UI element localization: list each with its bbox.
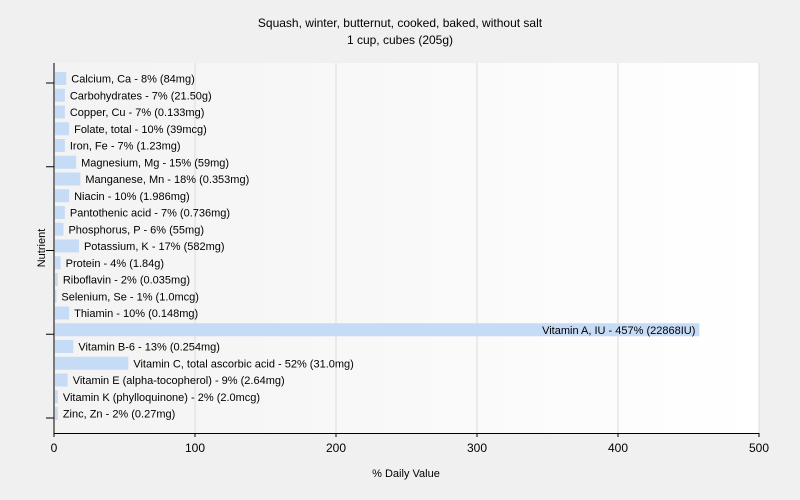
bar-label: Pantothenic acid - 7% (0.736mg) bbox=[70, 208, 230, 220]
bar-label: Vitamin A, IU - 457% (22868IU) bbox=[542, 325, 695, 337]
bar bbox=[55, 139, 65, 152]
bar bbox=[55, 306, 70, 320]
x-axis-label: % Daily Value bbox=[372, 468, 440, 480]
bar-label: Manganese, Mn - 18% (0.353mg) bbox=[85, 174, 249, 186]
grid-lines bbox=[194, 63, 760, 433]
y-axis-label: Nutrient bbox=[36, 229, 48, 268]
bar-label: Potassium, K - 17% (582mg) bbox=[84, 241, 225, 253]
bar-label: Carbohydrates - 7% (21.50g) bbox=[70, 90, 212, 102]
bar bbox=[55, 256, 61, 270]
bar bbox=[55, 239, 79, 253]
bar bbox=[55, 373, 68, 387]
x-tick-label: 500 bbox=[749, 441, 769, 455]
x-tick-label: 400 bbox=[608, 441, 628, 455]
chart-subtitle: 1 cup, cubes (205g) bbox=[347, 33, 453, 47]
chart-title: Squash, winter, butternut, cooked, baked… bbox=[258, 16, 543, 30]
bar bbox=[55, 105, 65, 119]
bar bbox=[55, 72, 67, 85]
bar-label: Vitamin E (alpha-tocopherol) - 9% (2.64m… bbox=[73, 375, 285, 387]
bar bbox=[55, 390, 58, 404]
bar bbox=[55, 273, 58, 286]
bar-label: Niacin - 10% (1.986mg) bbox=[74, 191, 190, 203]
bar-label: Folate, total - 10% (39mcg) bbox=[74, 124, 207, 136]
bar-label: Vitamin K (phylloquinone) - 2% (2.0mcg) bbox=[63, 392, 260, 404]
bar bbox=[55, 340, 74, 353]
bar bbox=[55, 122, 70, 136]
bar bbox=[55, 88, 65, 102]
bar bbox=[55, 155, 77, 169]
bar-label: Iron, Fe - 7% (1.23mg) bbox=[70, 141, 181, 153]
bar-label: Protein - 4% (1.84g) bbox=[66, 258, 164, 270]
bar-label: Vitamin B-6 - 13% (0.254mg) bbox=[78, 342, 220, 354]
bar bbox=[55, 407, 58, 420]
bar bbox=[55, 356, 129, 370]
x-tick-label: 100 bbox=[185, 441, 205, 455]
x-tick-label: 0 bbox=[51, 441, 58, 455]
bar bbox=[55, 206, 65, 219]
bar-label: Magnesium, Mg - 15% (59mg) bbox=[81, 157, 229, 169]
bar-label: Copper, Cu - 7% (0.133mg) bbox=[70, 107, 205, 119]
bar bbox=[55, 189, 70, 203]
x-tick-label: 300 bbox=[467, 441, 487, 455]
bar-label: Vitamin C, total ascorbic acid - 52% (31… bbox=[133, 358, 354, 370]
bar-label: Riboflavin - 2% (0.035mg) bbox=[63, 275, 190, 287]
bars: Calcium, Ca - 8% (84mg) Carbohydrates - 7… bbox=[55, 72, 700, 421]
bar bbox=[55, 172, 81, 186]
bar-label: Zinc, Zn - 2% (0.27mg) bbox=[63, 409, 175, 421]
bar-label: Phosphorus, P - 6% (55mg) bbox=[68, 224, 204, 236]
axes: 0 100 200 300 400 500 bbox=[46, 63, 769, 455]
bar-label: Selenium, Se - 1% (1.0mcg) bbox=[61, 291, 199, 303]
plot-area bbox=[54, 63, 759, 433]
bar bbox=[55, 222, 64, 236]
bar-label: Thiamin - 10% (0.148mg) bbox=[74, 308, 198, 320]
x-tick-label: 200 bbox=[326, 441, 346, 455]
bar bbox=[55, 323, 700, 337]
bar-label: Calcium, Ca - 8% (84mg) bbox=[71, 74, 194, 86]
bar bbox=[55, 289, 57, 303]
